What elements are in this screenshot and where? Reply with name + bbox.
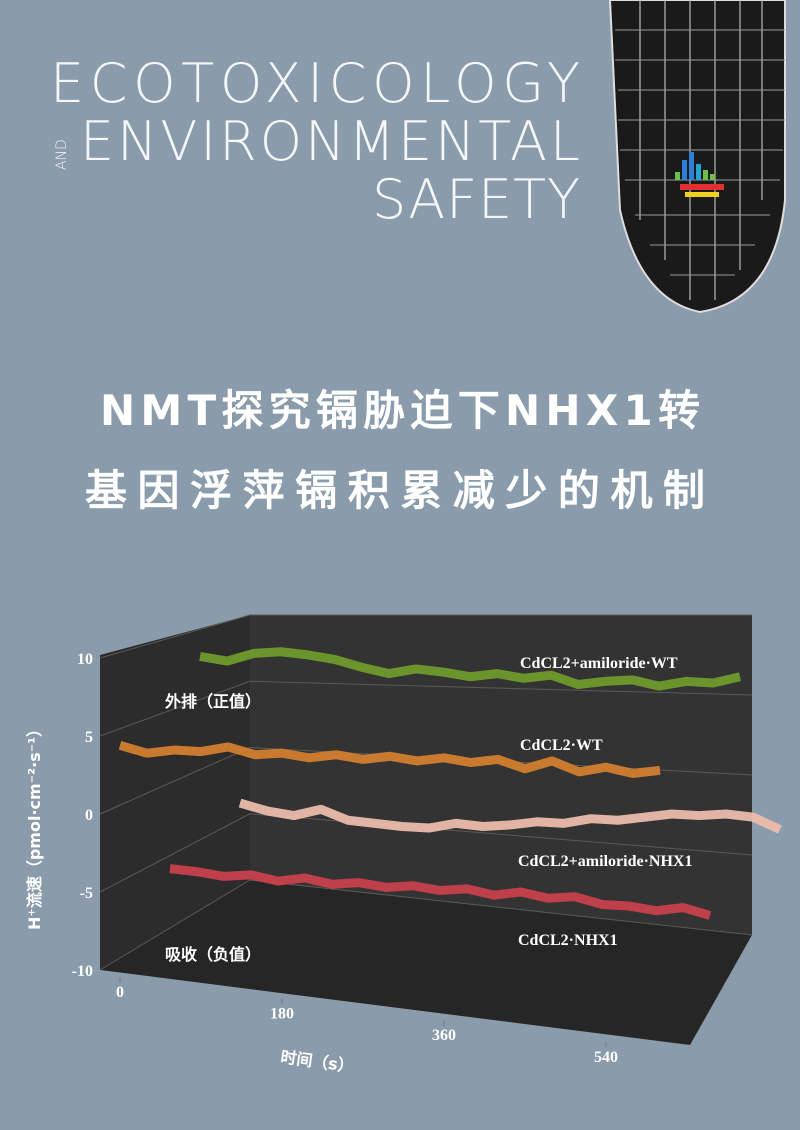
chart — [100, 615, 752, 1045]
journal-title: ENVIRONMENTAL — [80, 110, 580, 173]
y-tick-label: -10 — [72, 963, 93, 980]
x-tick-label: 360 — [432, 1027, 456, 1044]
journal-title: ECOTOXICOLOGY — [50, 52, 580, 115]
back-wall — [250, 615, 752, 935]
series-label: CdCL2·WT — [520, 737, 603, 754]
y-tick-label: 10 — [77, 651, 93, 668]
annotation: 吸收（负值） — [165, 945, 261, 964]
y-axis-label: H⁺流速（pmol·cm⁻²·s⁻¹） — [25, 721, 44, 930]
series-label: CdCL2+amiloride·WT — [520, 655, 678, 672]
grid-line — [99, 614, 752, 659]
floor — [100, 880, 752, 1045]
root-image — [608, 0, 786, 314]
journal-title: AND — [54, 139, 70, 170]
series-ribbon — [118, 741, 661, 778]
series-ribbon — [199, 647, 742, 691]
y-tick-label: 0 — [85, 807, 93, 824]
grid-line — [99, 879, 753, 971]
journal-title: SAFETY — [372, 168, 580, 231]
annotation: 外排（正值） — [164, 692, 261, 711]
y-tick-label: -5 — [80, 885, 93, 902]
series-label: CdCL2+amiloride·NHX1 — [518, 853, 692, 870]
x-tick-label: 540 — [594, 1049, 618, 1066]
series-ribbon — [169, 864, 712, 920]
x-tick-label: 180 — [270, 1006, 294, 1023]
grid-line — [99, 746, 753, 815]
headline: NMT探究镉胁迫下NHX1转 — [100, 386, 700, 435]
x-tick-label: 0 — [116, 984, 124, 1001]
left-wall — [100, 615, 250, 970]
series-label: CdCL2·NHX1 — [518, 932, 618, 949]
series-ribbon — [238, 798, 782, 834]
y-tick-label: 5 — [85, 729, 93, 746]
grid-line — [99, 680, 753, 737]
grid-line — [99, 813, 753, 893]
